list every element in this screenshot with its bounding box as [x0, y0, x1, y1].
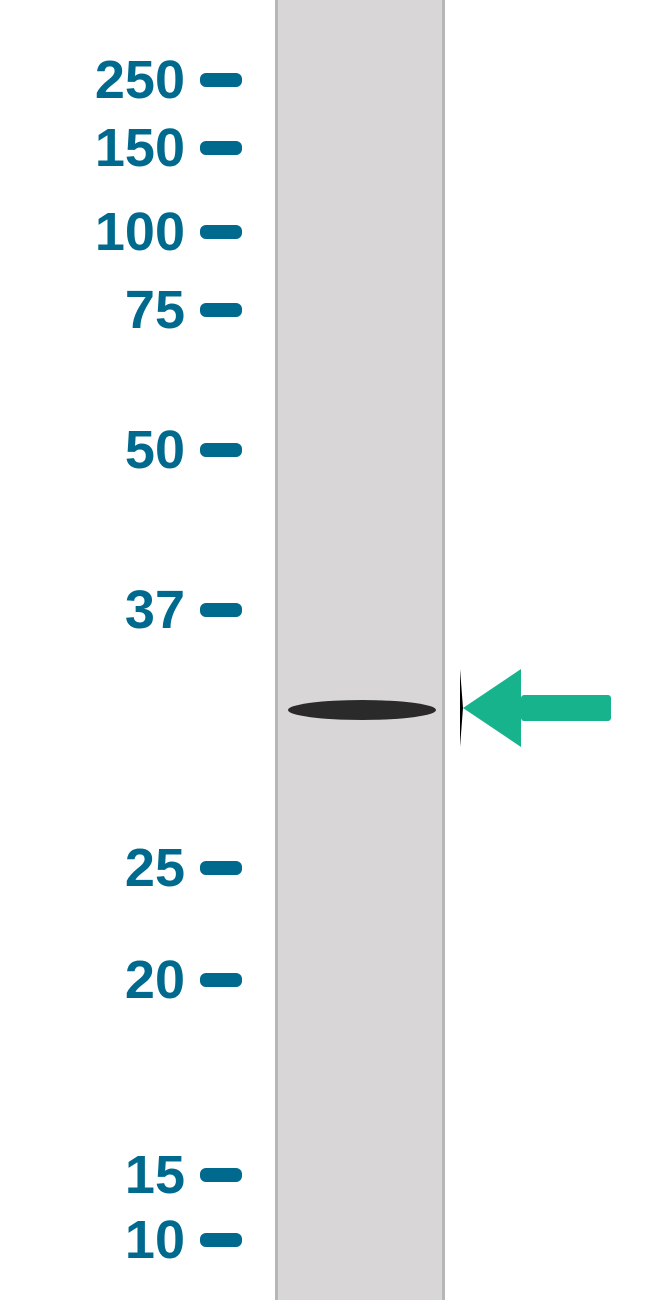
gel-lane — [275, 0, 445, 1300]
marker-tick — [200, 1233, 242, 1247]
marker-tick — [200, 973, 242, 987]
marker-tick — [200, 141, 242, 155]
marker-label: 250 — [0, 49, 185, 111]
arrow-stem — [521, 695, 611, 721]
marker-label: 15 — [0, 1144, 185, 1206]
arrow-head-icon — [460, 669, 521, 747]
marker-tick — [200, 303, 242, 317]
marker-label: 75 — [0, 279, 185, 341]
marker-label: 37 — [0, 579, 185, 641]
marker-tick — [200, 1168, 242, 1182]
marker-tick — [200, 603, 242, 617]
marker-tick — [200, 225, 242, 239]
marker-label: 20 — [0, 949, 185, 1011]
band-indicator-arrow — [460, 669, 611, 747]
marker-label: 150 — [0, 117, 185, 179]
blot-canvas: 250150 100 75 50 37 25 20 1510 — [0, 0, 650, 1300]
protein-band — [288, 700, 436, 720]
marker-tick — [200, 73, 242, 87]
marker-label: 10 — [0, 1209, 185, 1271]
marker-label: 25 — [0, 837, 185, 899]
marker-tick — [200, 443, 242, 457]
marker-tick — [200, 861, 242, 875]
marker-label: 100 — [0, 201, 185, 263]
marker-label: 50 — [0, 419, 185, 481]
